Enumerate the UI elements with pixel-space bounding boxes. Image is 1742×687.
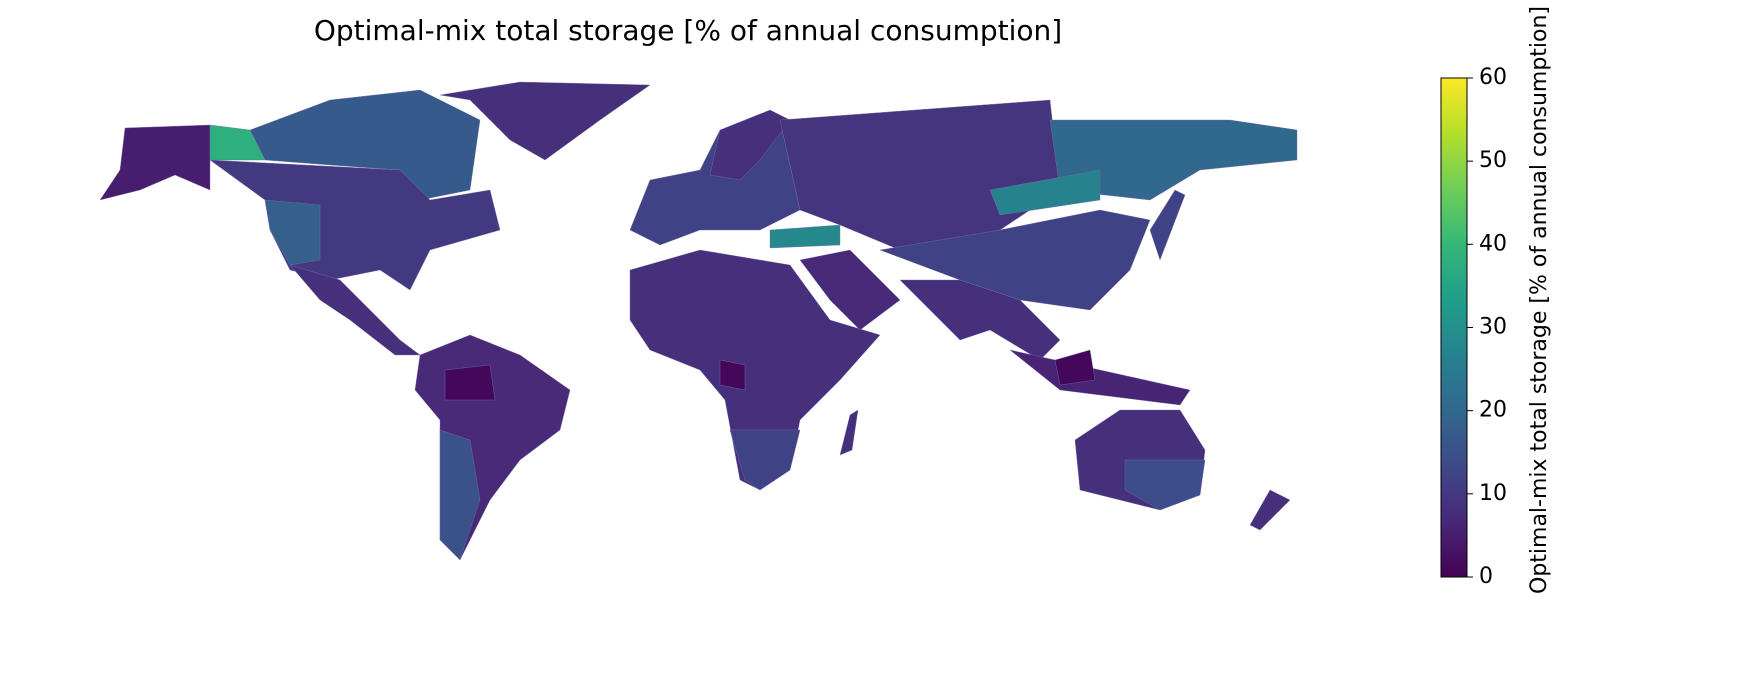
region: [799, 249, 901, 331]
colorbar-tick-label: 0: [1479, 564, 1493, 589]
region: [414, 334, 571, 561]
region: [719, 359, 746, 391]
region: [1009, 349, 1191, 406]
colorbar-tick-label: 30: [1479, 315, 1507, 340]
map-title: Optimal-mix total storage [% of annual c…: [314, 14, 1062, 47]
region: [1054, 349, 1096, 386]
region: [209, 124, 266, 161]
region: [99, 124, 211, 201]
colorbar-ticks: 0 10 20 30 40 50 60: [1467, 65, 1507, 589]
colorbar-label: Optimal-mix total storage [% of annual c…: [1527, 6, 1552, 594]
region: [444, 364, 496, 401]
region: [439, 81, 651, 161]
region: [264, 199, 321, 266]
region: [839, 409, 859, 456]
region: [249, 89, 481, 201]
region: [989, 169, 1101, 216]
region: [1149, 189, 1186, 261]
colorbar-tick-label: 20: [1479, 398, 1507, 423]
colorbar-tick-label: 40: [1479, 231, 1507, 256]
world-map: [99, 81, 1298, 561]
colorbar-tick-label: 10: [1479, 481, 1507, 506]
region: [439, 429, 481, 561]
region: [1249, 489, 1291, 531]
colorbar-tick-label: 50: [1479, 148, 1507, 173]
region: [769, 224, 841, 249]
colorbar-tick-label: 60: [1479, 65, 1507, 90]
colorbar: [1440, 77, 1468, 578]
region: [729, 429, 801, 491]
region: [1124, 459, 1206, 511]
